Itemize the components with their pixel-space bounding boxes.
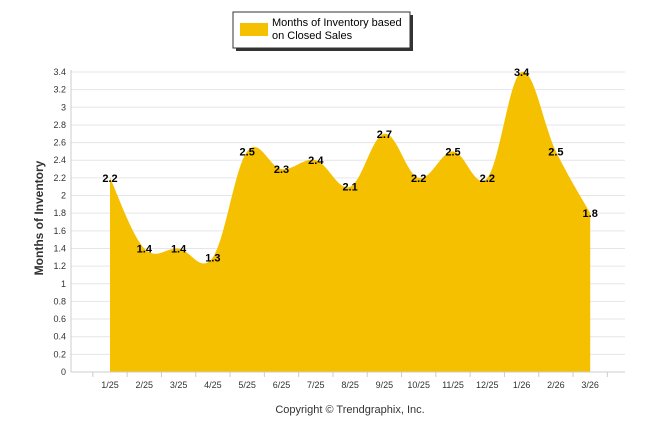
legend-label-line2: on Closed Sales (272, 30, 353, 42)
x-tick-label: 1/25 (101, 380, 119, 390)
data-label: 2.5 (548, 146, 563, 158)
y-tick-label: 3 (61, 102, 66, 112)
data-label: 2.5 (445, 146, 460, 158)
x-tick-label: 3/26 (581, 380, 599, 390)
y-tick-label: 1.8 (53, 208, 66, 218)
copyright-text: Copyright © Trendgraphix, Inc. (275, 404, 424, 416)
x-tick-label: 11/25 (442, 380, 464, 390)
data-label: 2.2 (102, 173, 117, 185)
y-tick-label: 2.6 (53, 138, 66, 148)
y-tick-label: 1.2 (53, 261, 66, 271)
x-tick-label: 9/25 (376, 380, 394, 390)
plot-area (110, 71, 591, 372)
x-tick-label: 6/25 (273, 380, 291, 390)
x-tick-label: 1/26 (513, 380, 531, 390)
y-tick-label: 0.2 (53, 349, 66, 359)
data-label: 1.8 (583, 208, 598, 220)
y-tick-label: 2.4 (53, 155, 66, 165)
legend-swatch (240, 23, 268, 36)
x-tick-label: 8/25 (341, 380, 359, 390)
x-tick-label: 12/25 (476, 380, 499, 390)
y-tick-label: 3.2 (53, 85, 66, 95)
area-fill (110, 71, 591, 372)
y-tick-labels: 0 0.2 0.4 0.6 0.8 1 1.2 1.4 1.6 1.8 2 2.2 2.4 2.6 2.8 3… (53, 67, 66, 377)
y-tick-label: 0.4 (53, 332, 66, 342)
x-tick-label: 7/25 (307, 380, 325, 390)
data-label: 3.4 (514, 67, 530, 79)
x-tick-label: 4/25 (204, 380, 222, 390)
data-label: 2.7 (377, 129, 392, 141)
data-label: 1.3 (205, 252, 220, 264)
y-tick-label: 1.6 (53, 226, 66, 236)
data-label: 2.3 (274, 164, 289, 176)
y-tick-label: 0.8 (53, 296, 66, 306)
y-axis-title: Months of Inventory (32, 160, 46, 275)
y-tick-label: 2 (61, 191, 66, 201)
data-label: 2.1 (342, 182, 357, 194)
x-tick-label: 5/25 (238, 380, 256, 390)
x-tick-label: 2/25 (136, 380, 154, 390)
data-labels: 2.2 1.4 1.4 1.3 2.5 2.3 2.4 2.1 2.7 2.2 2.5 2.2 3.4 2… (102, 67, 597, 264)
x-tick-label: 10/25 (407, 380, 430, 390)
x-tick-labels: 1/25 2/25 3/25 4/25 5/25 6/25 7/25 8/25 9/25 10/2… (101, 380, 599, 390)
data-label: 2.2 (480, 173, 495, 185)
x-tick-label: 2/26 (547, 380, 565, 390)
data-label: 2.4 (308, 155, 324, 167)
y-tick-label: 0.6 (53, 314, 66, 324)
data-label: 2.2 (411, 173, 426, 185)
data-label: 1.4 (137, 243, 153, 255)
y-tick-label: 2.2 (53, 173, 66, 183)
y-tick-label: 1.4 (53, 243, 66, 253)
y-tick-label: 2.8 (53, 120, 66, 130)
legend-label-line1: Months of Inventory based (272, 17, 402, 29)
axes (70, 70, 625, 377)
data-label: 2.5 (240, 146, 255, 158)
x-tick-label: 3/25 (170, 380, 188, 390)
y-tick-label: 1 (61, 279, 66, 289)
data-label: 1.4 (171, 243, 187, 255)
y-tick-label: 0 (61, 367, 66, 377)
legend[interactable]: Months of Inventory based on Closed Sale… (232, 11, 413, 51)
y-tick-label: 3.4 (53, 67, 66, 77)
